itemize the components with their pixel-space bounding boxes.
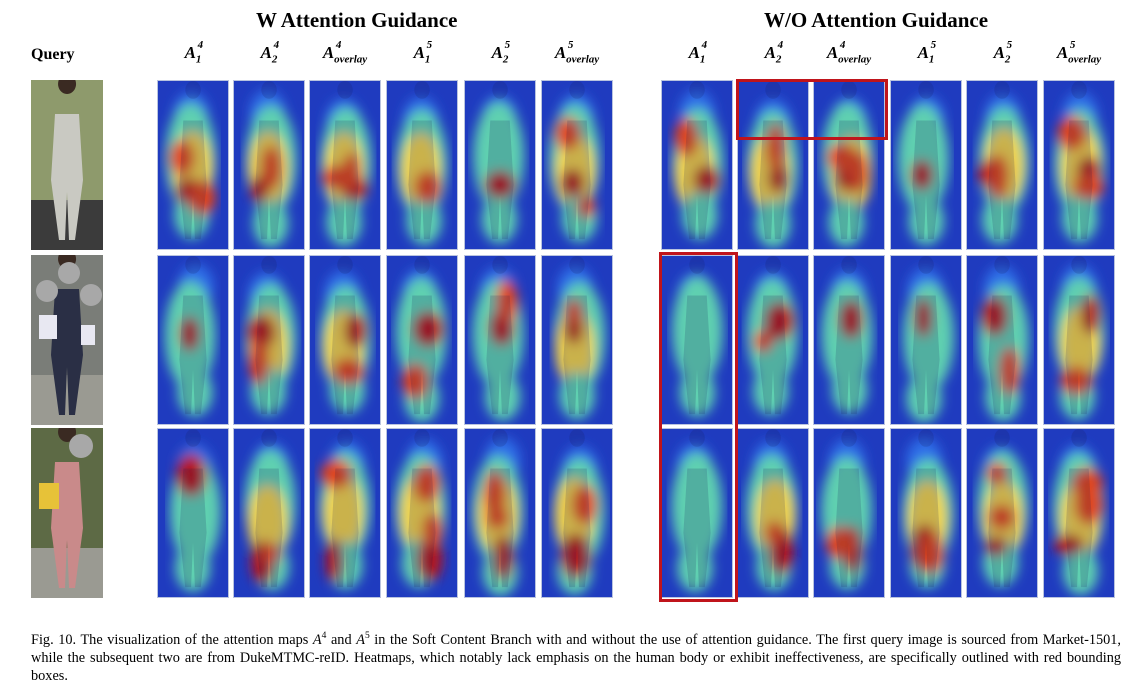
heatmap-without-row3-col6 xyxy=(1043,428,1115,598)
query-label: Query xyxy=(31,46,75,63)
heatmap-with-row2-col1 xyxy=(157,255,229,425)
heatmap-without-row1-col5 xyxy=(966,80,1038,250)
heatmap-without-row2-col5 xyxy=(966,255,1038,425)
heatmap-with-row2-col2 xyxy=(233,255,305,425)
heatmap-without-row2-col6 xyxy=(1043,255,1115,425)
heatmap-without-row1-col2 xyxy=(737,80,809,250)
query-image-1 xyxy=(31,80,103,250)
heatmap-without-row1-col1 xyxy=(661,80,733,250)
heatmap-without-row1-col3 xyxy=(813,80,885,250)
figure-caption: Fig. 10. The visualization of the attent… xyxy=(31,627,1121,685)
caption-sup-4: 4 xyxy=(321,631,327,641)
heatmap-without-row1-col6 xyxy=(1043,80,1115,250)
column-label-without-3: A 4 overlay xyxy=(826,39,872,66)
heatmap-without-row2-col2 xyxy=(737,255,809,425)
query-image-2 xyxy=(31,255,103,425)
heatmap-with-row3-col5 xyxy=(464,428,536,598)
heatmap-with-row3-col2 xyxy=(233,428,305,598)
heatmap-with-row1-col1 xyxy=(157,80,229,250)
column-label-with-3: A 4 overlay xyxy=(322,39,368,66)
query-image-3 xyxy=(31,428,103,598)
heatmap-without-row3-col2 xyxy=(737,428,809,598)
heatmap-with-row1-col2 xyxy=(233,80,305,250)
group-title-with-guidance: W Attention Guidance xyxy=(256,8,458,32)
heatmap-with-row3-col3 xyxy=(309,428,381,598)
heatmap-without-row3-col1 xyxy=(661,428,733,598)
heatmap-without-row3-col3 xyxy=(813,428,885,598)
heatmap-with-row2-col6 xyxy=(541,255,613,425)
group-title-without-guidance: W/O Attention Guidance xyxy=(764,8,989,32)
column-label-without-6: A 5 overlay xyxy=(1056,39,1102,66)
heatmap-without-row2-col4 xyxy=(890,255,962,425)
heatmap-without-row3-col5 xyxy=(966,428,1038,598)
heatmap-with-row1-col4 xyxy=(386,80,458,250)
heatmap-with-row3-col1 xyxy=(157,428,229,598)
caption-prefix: Fig. 10. The visualization of the attent… xyxy=(31,631,313,648)
heatmap-without-row1-col4 xyxy=(890,80,962,250)
heatmap-with-row1-col3 xyxy=(309,80,381,250)
heatmap-with-row1-col6 xyxy=(541,80,613,250)
caption-and: and xyxy=(326,631,357,648)
heatmap-without-row3-col4 xyxy=(890,428,962,598)
heatmap-without-row2-col3 xyxy=(813,255,885,425)
heatmap-with-row2-col4 xyxy=(386,255,458,425)
caption-symbol-a: A xyxy=(312,631,322,648)
heatmap-with-row2-col3 xyxy=(309,255,381,425)
heatmap-with-row3-col4 xyxy=(386,428,458,598)
caption-body: in the Soft Content Branch with and with… xyxy=(31,631,1122,684)
heatmap-with-row2-col5 xyxy=(464,255,536,425)
heatmap-without-row2-col1 xyxy=(661,255,733,425)
column-label-with-6: A 5 overlay xyxy=(554,39,600,66)
heatmap-with-row3-col6 xyxy=(541,428,613,598)
caption-symbol-a5: A xyxy=(356,631,365,648)
heatmap-with-row1-col5 xyxy=(464,80,536,250)
caption-sup-5: 5 xyxy=(364,631,370,641)
